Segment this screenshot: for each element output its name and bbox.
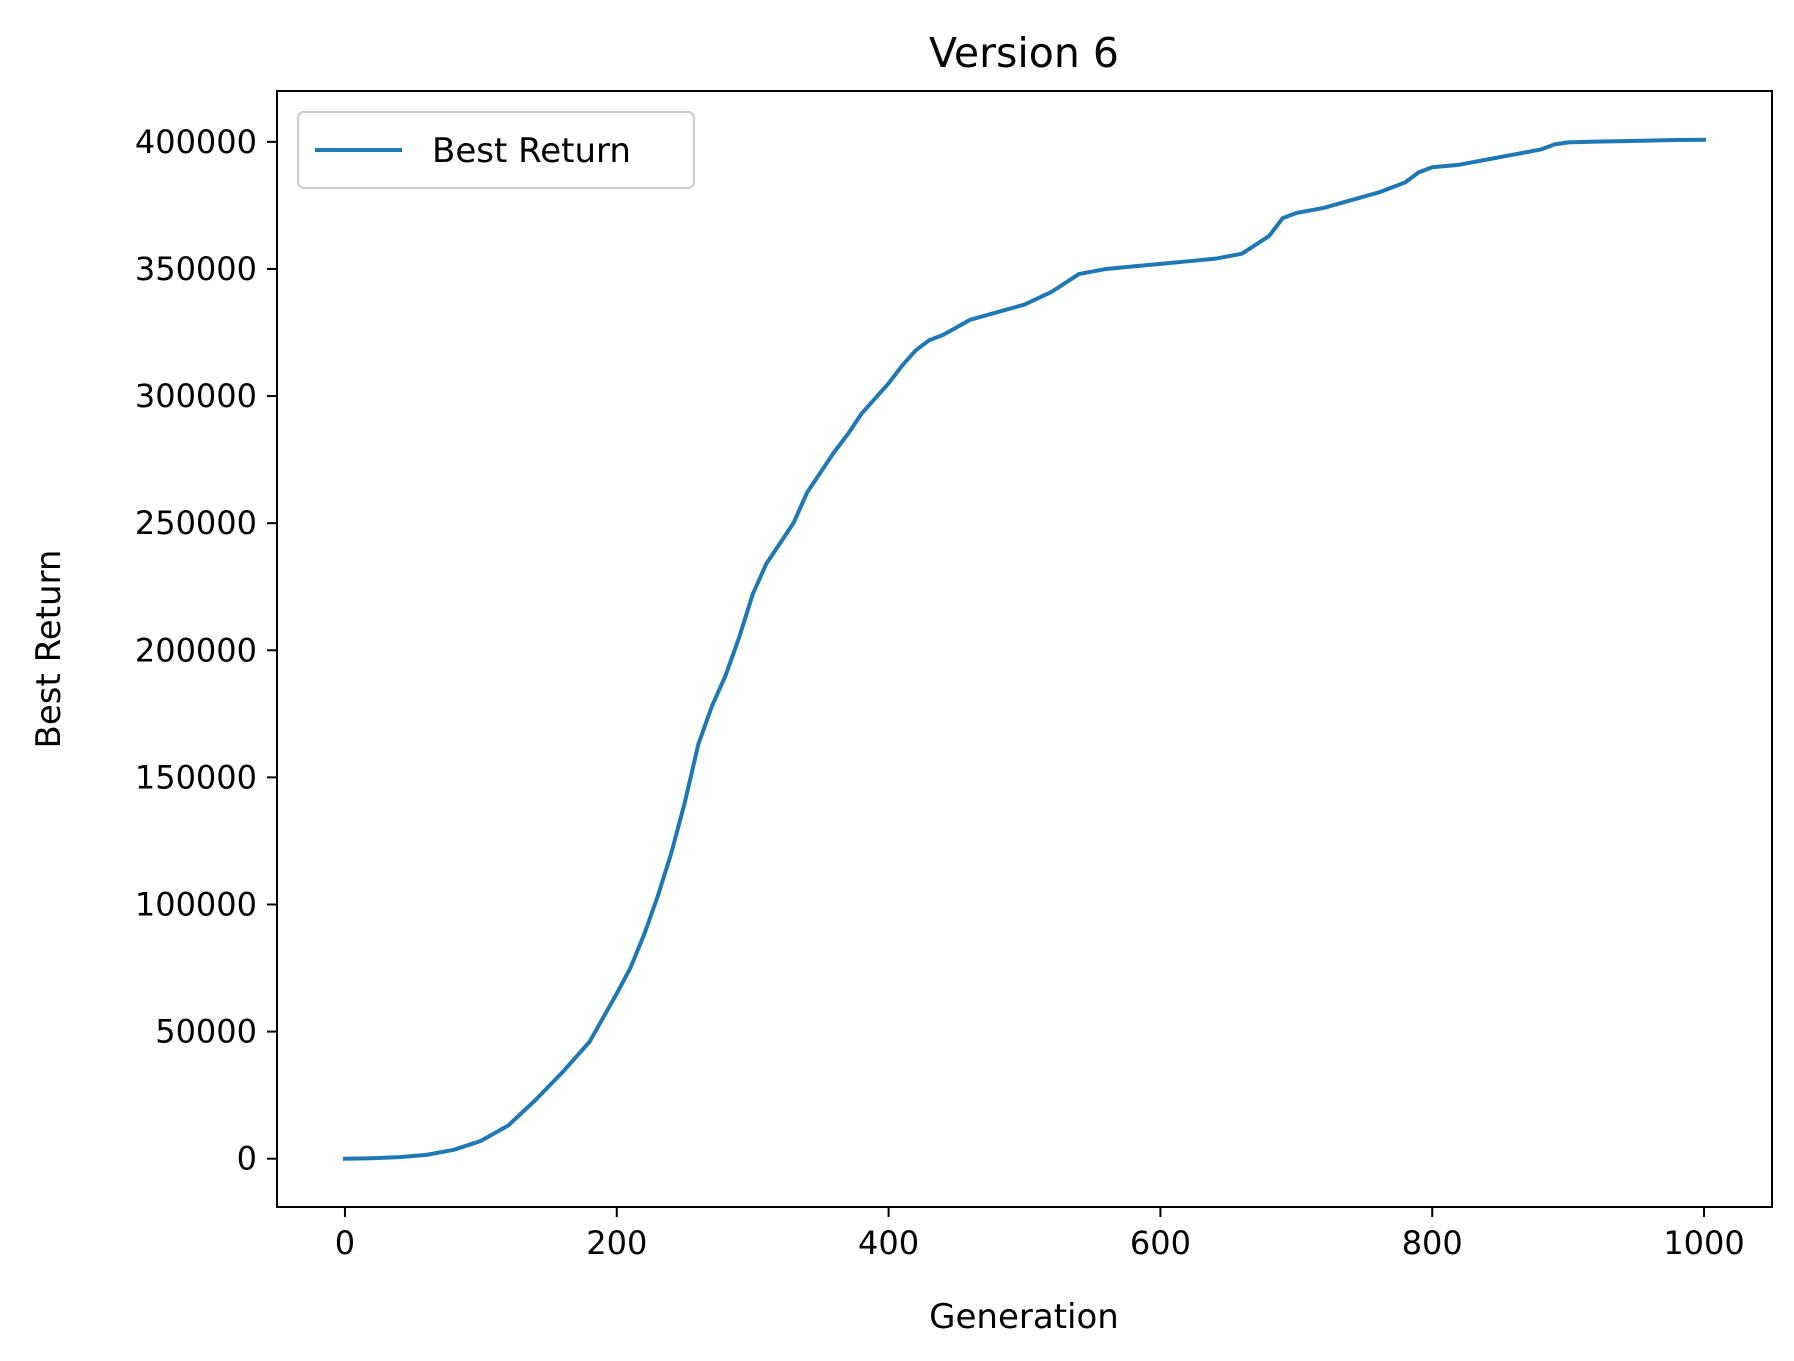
- series-layer: [342, 137, 1707, 1161]
- y-tick-label: 50000: [155, 1013, 257, 1051]
- chart-title: Version 6: [929, 29, 1119, 77]
- y-tick-label: 400000: [135, 123, 257, 161]
- legend-label-best-return: Best Return: [432, 131, 631, 171]
- x-tick-label: 1000: [1663, 1224, 1744, 1262]
- x-tick-label: 200: [586, 1224, 647, 1262]
- y-tick-label: 200000: [135, 631, 257, 669]
- y-tick-label: 100000: [135, 885, 257, 923]
- x-tick-label: 800: [1402, 1224, 1463, 1262]
- legend: Best Return: [297, 111, 695, 189]
- legend-box: [297, 111, 695, 189]
- y-tick-label: 300000: [135, 377, 257, 415]
- x-axis-label: Generation: [929, 1297, 1119, 1337]
- y-tick-label: 150000: [135, 758, 257, 796]
- plot-frame: [276, 90, 1773, 1208]
- axis-ticks: 0 200 400 600 800 1000 0 50000 100000 150000 20000…: [135, 123, 1745, 1262]
- y-axis-label: Best Return: [29, 550, 69, 749]
- y-tick-label: 0: [237, 1140, 257, 1178]
- series-line-0: [342, 137, 1707, 1161]
- y-tick-label: 350000: [135, 250, 257, 288]
- x-tick-label: 0: [335, 1224, 355, 1262]
- y-tick-label: 250000: [135, 504, 257, 542]
- x-tick-label: 400: [858, 1224, 919, 1262]
- x-tick-label: 600: [1130, 1224, 1191, 1262]
